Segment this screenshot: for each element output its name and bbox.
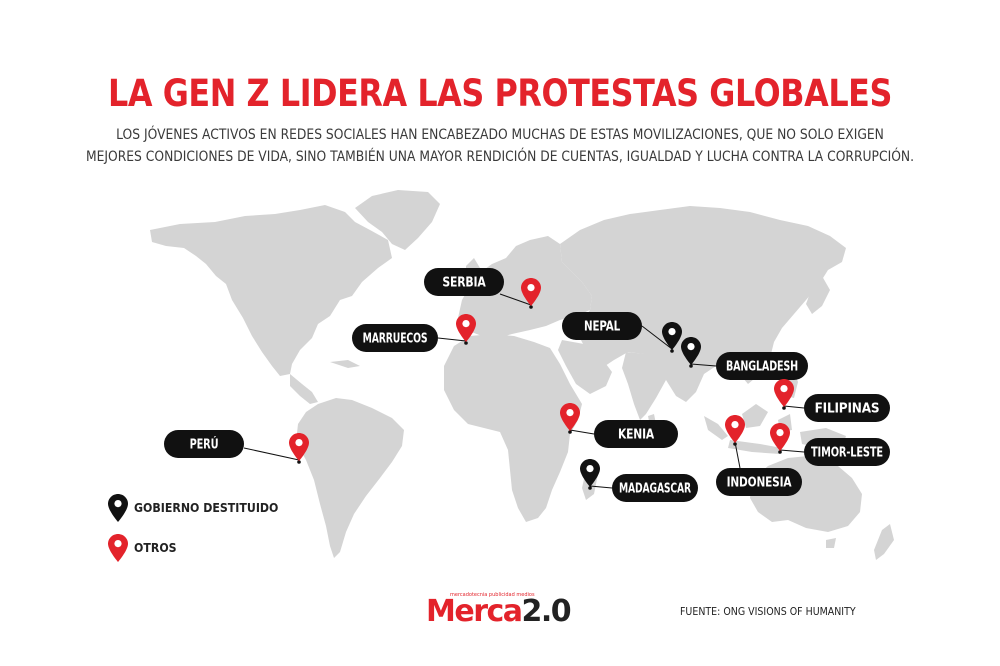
merca-logo: mercadotecnia publicidad medios Merca2.0 [426, 592, 596, 632]
country-label: SERBIA [442, 276, 485, 291]
country-label: BANGLADESH [726, 360, 798, 375]
callout-leader-line [690, 363, 717, 367]
map-pin-black-icon [108, 494, 128, 522]
location-dot [588, 486, 592, 490]
map-pin-red-icon [774, 379, 794, 407]
callout-serbia: SERBIA [424, 268, 541, 309]
country-label-box [594, 420, 678, 448]
country-label: PERÚ [190, 437, 219, 453]
location-dot [782, 406, 786, 410]
page-subtitle: LOS JÓVENES ACTIVOS EN REDES SOCIALES HA… [60, 124, 940, 168]
country-label-box [716, 352, 808, 380]
legend-item-black: GOBIERNO DESTITUIDO [108, 494, 348, 522]
location-dot [778, 450, 782, 454]
callout-leader-line [243, 447, 300, 461]
greenland [355, 190, 440, 250]
africa [444, 334, 582, 522]
legend-label-red: OTROS [134, 540, 177, 555]
location-dot [297, 460, 301, 464]
country-label-box [716, 468, 802, 496]
page-title: LA GEN Z LIDERA LAS PROTESTAS GLOBALES [108, 72, 892, 115]
callout-bangladesh: BANGLADESH [681, 337, 808, 380]
country-label-box [612, 474, 698, 502]
tasmania [826, 538, 836, 548]
country-label: KENIA [618, 428, 654, 443]
subtitle-line-1: LOS JÓVENES ACTIVOS EN REDES SOCIALES HA… [116, 127, 884, 143]
location-dot [464, 341, 468, 345]
japan [806, 276, 830, 314]
callout-timor-leste: TIMOR-LESTE [770, 423, 890, 466]
country-label: TIMOR-LESTE [811, 446, 883, 461]
callout-leader-line [734, 441, 741, 469]
source-note: FUENTE: ONG VISIONS OF HUMANITY [680, 606, 856, 618]
south-america [296, 398, 404, 558]
legend-label-black: GOBIERNO DESTITUIDO [134, 500, 279, 515]
callout-kenia: KENIA [560, 403, 678, 448]
logo-brand: Merca2.0 [426, 594, 572, 629]
callout-leader-line [779, 449, 805, 453]
callout-madagascar: MADAGASCAR [580, 459, 698, 502]
location-dot [689, 364, 693, 368]
central-america [290, 374, 318, 404]
callout-leader-line [437, 337, 467, 342]
country-label-box [424, 268, 504, 296]
caribbean [330, 360, 360, 368]
new-zealand [874, 524, 894, 560]
logo-tagline: mercadotecnia publicidad medios [450, 592, 535, 598]
country-callouts: SERBIA MARRUECOS NEPAL BANGLADESH FILIPINAS K… [164, 268, 890, 502]
india [622, 352, 666, 420]
logo-brand-main: Merca [426, 594, 523, 629]
callout-leader-line [569, 429, 595, 435]
map-pin-red-icon [108, 534, 128, 562]
north-america [150, 205, 392, 376]
location-dot [568, 430, 572, 434]
callout-leader-line [783, 405, 805, 409]
callout-leader-line [499, 293, 532, 306]
legend-item-red: OTROS [108, 534, 348, 562]
callout-leader-line [589, 485, 613, 489]
location-dot [670, 349, 674, 353]
callout-indonesia: INDONESIA [716, 415, 802, 496]
country-label-box [164, 430, 244, 458]
country-label: MARRUECOS [363, 332, 428, 347]
country-label: FILIPINAS [815, 402, 880, 417]
location-dot [529, 305, 533, 309]
location-dot [733, 442, 737, 446]
asia [560, 206, 846, 402]
callout-filipinas: FILIPINAS [774, 379, 890, 422]
country-label-box [352, 324, 438, 352]
country-label-box [804, 394, 890, 422]
map-pin-black-icon [580, 459, 600, 487]
country-label: NEPAL [584, 320, 620, 335]
arabia [558, 340, 612, 394]
country-label: MADAGASCAR [619, 482, 691, 497]
callout-per-: PERÚ [164, 430, 309, 464]
country-label-box [804, 438, 890, 466]
callout-marruecos: MARRUECOS [352, 314, 476, 352]
subtitle-line-2: MEJORES CONDICIONES DE VIDA, SINO TAMBIÉ… [85, 149, 915, 165]
callout-leader-line [641, 325, 673, 350]
map-pin-red-icon [725, 415, 745, 443]
logo-brand-version: 2.0 [521, 594, 572, 629]
country-label: INDONESIA [727, 476, 792, 491]
callout-nepal: NEPAL [562, 312, 682, 353]
country-label-box [562, 312, 642, 340]
